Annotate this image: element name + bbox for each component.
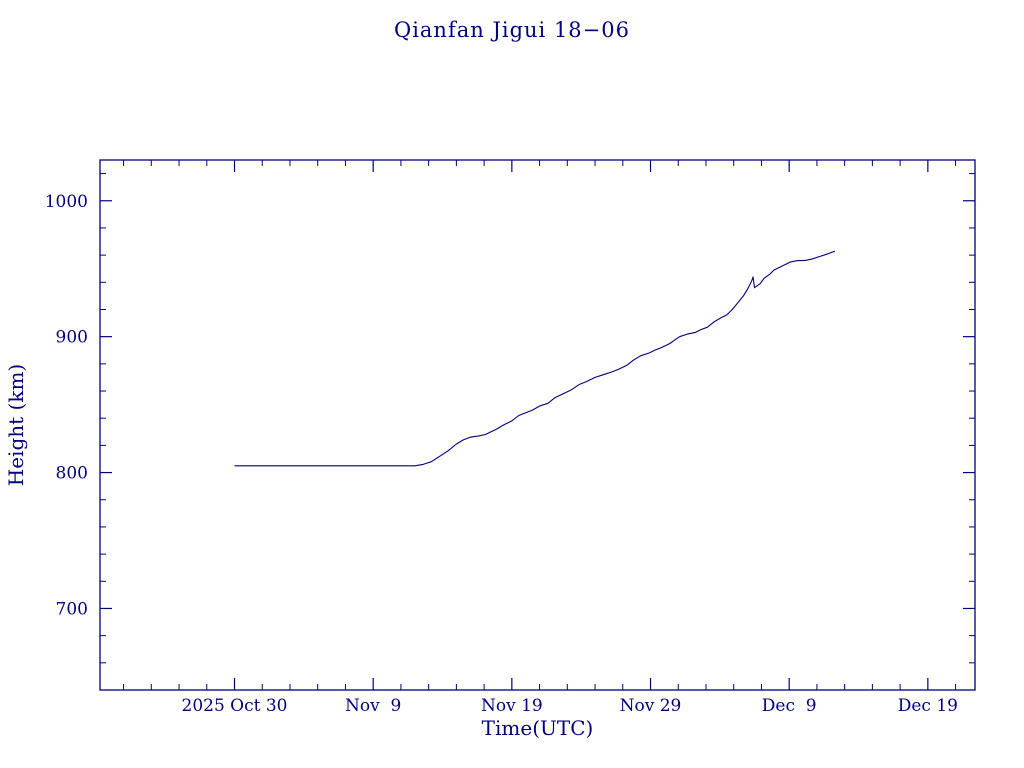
y-tick-label: 1000 <box>45 192 88 212</box>
y-tick-label: 700 <box>56 599 88 619</box>
x-tick-label: Dec 9 <box>762 696 817 716</box>
y-tick-label: 900 <box>56 328 88 348</box>
x-tick-label: Dec 19 <box>898 696 958 716</box>
y-tick-label: 800 <box>56 464 88 484</box>
x-tick-label: 2025 Oct 30 <box>182 696 288 716</box>
x-tick-label: Nov 19 <box>481 696 543 716</box>
x-tick-label: Nov 9 <box>345 696 401 716</box>
height-curve <box>234 250 836 467</box>
chart-title: Qianfan Jigui 18−06 <box>393 18 630 42</box>
plot-frame <box>99 159 976 691</box>
x-axis-label: Time(UTC) <box>481 716 594 740</box>
x-tick-label: Nov 29 <box>620 696 682 716</box>
